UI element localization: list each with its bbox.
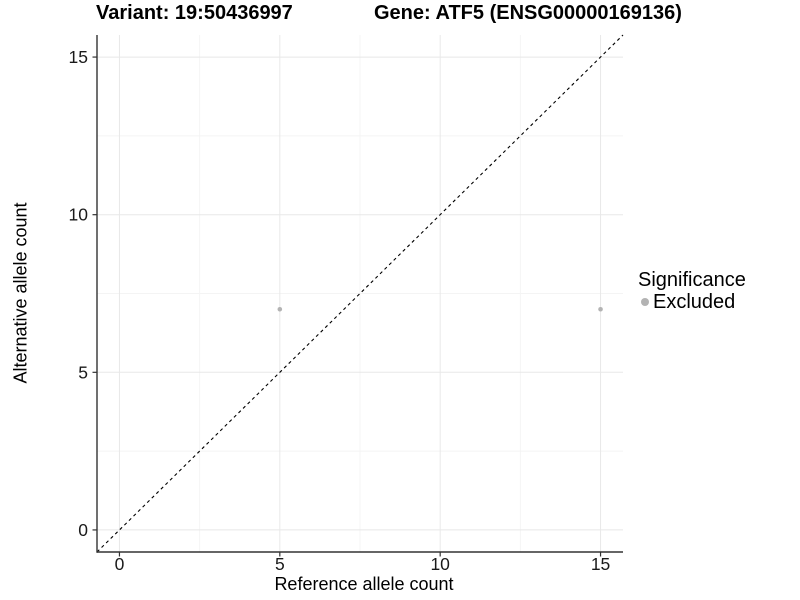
y-tick-label: 5: [78, 362, 88, 382]
x-tick-label: 5: [275, 554, 285, 574]
x-tick-label: 10: [430, 554, 450, 574]
y-tick-label: 10: [69, 205, 89, 225]
legend: Significance Excluded: [638, 270, 746, 312]
x-axis-title: Reference allele count: [274, 574, 454, 594]
x-tick-label: 15: [591, 554, 610, 574]
legend-item-label: Excluded: [653, 291, 736, 313]
plot-title-gene: Gene: ATF5 (ENSG00000169136): [374, 2, 682, 24]
data-point: [277, 306, 283, 312]
legend-title: Significance: [638, 269, 746, 291]
y-tick-label: 0: [78, 520, 88, 540]
x-tick-label: 0: [115, 554, 125, 574]
data-point: [598, 306, 603, 312]
plot-title-variant: Variant: 19:50436997: [96, 2, 293, 24]
legend-point-icon: [641, 298, 649, 306]
legend-item-excluded: Excluded: [638, 292, 746, 312]
y-tick-label: 15: [69, 47, 88, 67]
identity-dashed-line: [96, 34, 624, 553]
y-axis-title: Alternative allele count: [10, 202, 31, 384]
